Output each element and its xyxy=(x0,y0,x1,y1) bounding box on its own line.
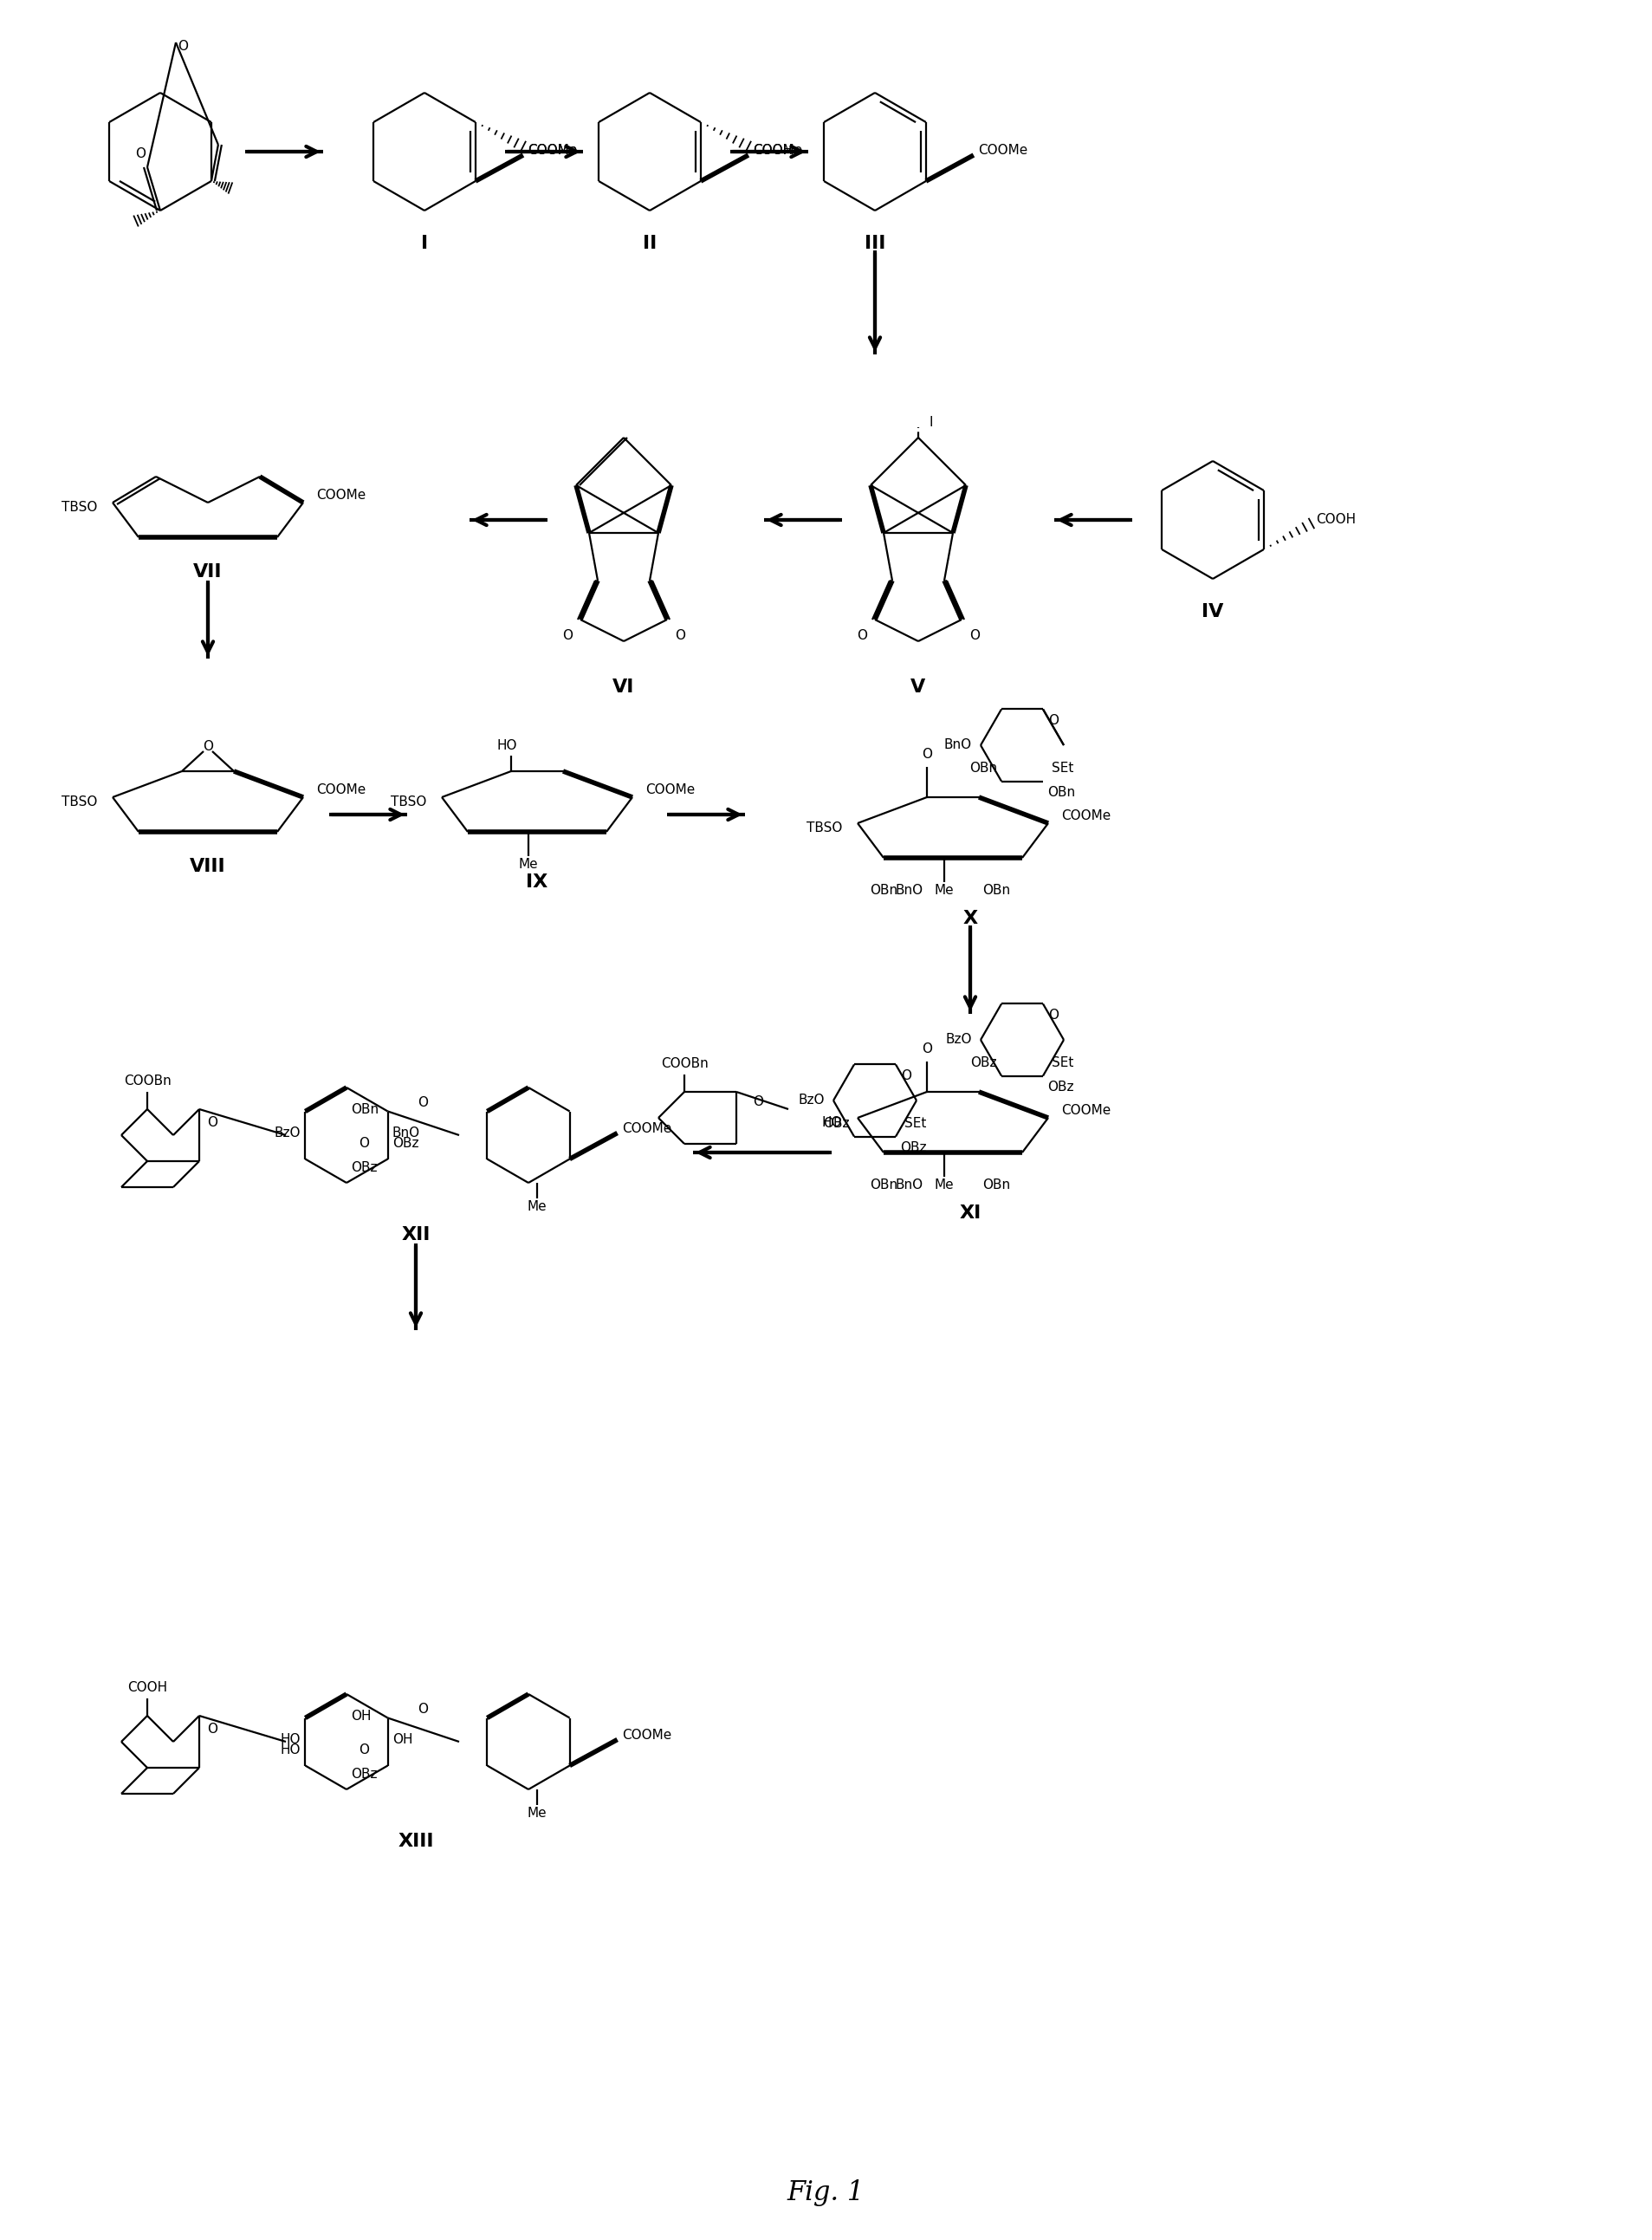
Text: Me: Me xyxy=(527,1808,547,1819)
Text: O: O xyxy=(418,1095,428,1109)
Text: OBn: OBn xyxy=(869,1178,897,1192)
Text: XII: XII xyxy=(401,1225,430,1243)
Text: BzO: BzO xyxy=(798,1093,824,1107)
Text: OBn: OBn xyxy=(970,762,998,775)
Text: VIII: VIII xyxy=(190,858,226,876)
Text: OH: OH xyxy=(350,1709,372,1723)
Text: O: O xyxy=(358,1745,368,1756)
Text: COOMe: COOMe xyxy=(646,784,695,797)
Text: BzO: BzO xyxy=(945,1033,971,1046)
Text: Me: Me xyxy=(935,1178,955,1192)
Text: OBz: OBz xyxy=(823,1118,849,1129)
Text: O: O xyxy=(562,629,573,641)
Text: COOH: COOH xyxy=(127,1680,167,1693)
Text: COOH: COOH xyxy=(1315,513,1356,526)
Text: O: O xyxy=(177,40,188,54)
Text: OBn: OBn xyxy=(350,1102,378,1116)
Text: HO: HO xyxy=(497,739,517,753)
Text: II: II xyxy=(643,235,657,253)
Text: HO: HO xyxy=(281,1734,301,1747)
Text: IV: IV xyxy=(1201,603,1224,620)
Text: OBn: OBn xyxy=(983,885,1009,896)
Text: O: O xyxy=(753,1095,763,1109)
Text: O: O xyxy=(1049,1008,1059,1021)
Text: III: III xyxy=(864,235,885,253)
Text: OH: OH xyxy=(392,1734,413,1747)
Text: TBSO: TBSO xyxy=(390,795,426,809)
Text: O: O xyxy=(203,741,213,753)
Text: BzO: BzO xyxy=(274,1127,301,1140)
Text: TBSO: TBSO xyxy=(61,500,97,513)
Text: BnO: BnO xyxy=(392,1127,420,1140)
Text: O: O xyxy=(135,148,145,161)
Text: OBz: OBz xyxy=(900,1140,927,1154)
Text: IX: IX xyxy=(525,874,548,892)
Text: COOMe: COOMe xyxy=(527,143,577,157)
Text: OBn: OBn xyxy=(869,885,897,896)
Text: O: O xyxy=(900,1068,912,1082)
Text: I: I xyxy=(928,414,932,428)
Text: COOMe: COOMe xyxy=(316,488,365,502)
Text: O: O xyxy=(1049,715,1059,726)
Text: XI: XI xyxy=(960,1205,981,1221)
Text: COOH: COOH xyxy=(753,143,793,157)
Text: Me: Me xyxy=(935,885,955,896)
Text: O: O xyxy=(922,748,932,762)
Text: HO: HO xyxy=(281,1743,301,1756)
Text: COOMe: COOMe xyxy=(527,143,577,157)
Text: Fig. 1: Fig. 1 xyxy=(786,2180,864,2206)
Text: XIII: XIII xyxy=(398,1832,434,1850)
Text: I: I xyxy=(421,235,428,253)
Text: O: O xyxy=(922,1042,932,1055)
Text: O: O xyxy=(674,629,686,641)
Text: COOMe: COOMe xyxy=(621,1122,671,1136)
Text: O: O xyxy=(418,1702,428,1716)
Text: BnO: BnO xyxy=(895,1178,923,1192)
Text: X: X xyxy=(963,909,978,927)
Text: COOBn: COOBn xyxy=(124,1075,172,1086)
Text: SEt: SEt xyxy=(1052,1057,1074,1068)
Text: Me: Me xyxy=(527,1201,547,1214)
Text: OBz: OBz xyxy=(971,1057,998,1068)
Text: Me: Me xyxy=(519,858,539,871)
Text: COOMe: COOMe xyxy=(1061,1104,1110,1118)
Text: OBz: OBz xyxy=(350,1767,377,1781)
Text: COOMe: COOMe xyxy=(621,1729,671,1743)
Text: BnO: BnO xyxy=(945,739,971,753)
Text: OBn: OBn xyxy=(983,1178,1009,1192)
Text: O: O xyxy=(358,1138,368,1151)
Text: TBSO: TBSO xyxy=(61,795,97,809)
Text: O: O xyxy=(206,1116,218,1129)
Text: SEt: SEt xyxy=(1052,762,1074,775)
Text: COOMe: COOMe xyxy=(316,784,365,797)
Text: COOMe: COOMe xyxy=(1061,811,1110,822)
Text: HO: HO xyxy=(821,1116,843,1129)
Text: COOMe: COOMe xyxy=(978,143,1028,157)
Text: COOBn: COOBn xyxy=(661,1057,709,1071)
Text: SEt: SEt xyxy=(904,1118,927,1129)
Text: VII: VII xyxy=(193,562,223,580)
Text: O: O xyxy=(970,629,980,641)
Text: OBn: OBn xyxy=(1047,786,1075,800)
Text: V: V xyxy=(910,679,925,697)
Text: OBz: OBz xyxy=(1047,1080,1074,1093)
Text: VI: VI xyxy=(613,679,634,697)
Text: BnO: BnO xyxy=(895,885,923,896)
Text: O: O xyxy=(206,1723,218,1736)
Text: OBz: OBz xyxy=(392,1138,418,1149)
Text: COOMe: COOMe xyxy=(753,143,803,157)
Text: O: O xyxy=(857,629,867,641)
Text: OBz: OBz xyxy=(350,1160,377,1174)
Text: TBSO: TBSO xyxy=(806,822,843,833)
